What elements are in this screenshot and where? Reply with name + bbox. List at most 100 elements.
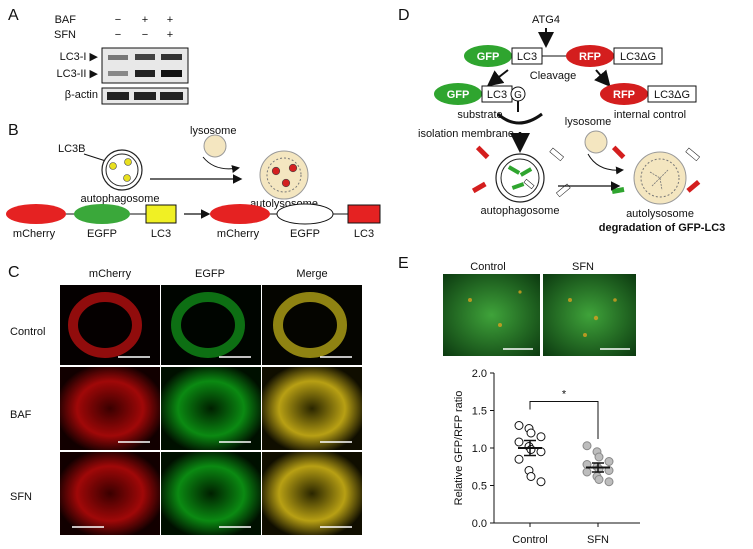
x-tick-label: SFN (587, 534, 609, 546)
rfp-domain-2 (600, 83, 648, 105)
significance-star: * (562, 389, 567, 401)
micrograph-sfn-egfp (161, 452, 261, 535)
isolation-membrane (496, 112, 543, 125)
gfp-domain (464, 45, 512, 67)
degradation-label: degradation of GFP-LC3 (599, 222, 726, 234)
data-point (514, 437, 524, 447)
e-image-control-label: Control (470, 261, 505, 273)
d-autolysosome-inner (640, 158, 680, 198)
sfn-sign-3: + (167, 29, 173, 41)
data-point (526, 445, 536, 454)
blot-band (108, 55, 128, 60)
baf-label: BAF (55, 14, 77, 26)
baf-sign-3: + (167, 14, 173, 26)
panel-d: D ATG4 GFP LC3 RFP LC3ΔG Cleavage GFP LC… (398, 7, 725, 234)
d-autophagosome-inner (500, 158, 540, 198)
lc3dg-domain-2 (647, 85, 697, 103)
mcherry-dot (271, 166, 281, 176)
mcherry-domain (210, 204, 270, 224)
lc3b-label: LC3B (58, 143, 86, 155)
y-tick-label: 0.0 (472, 518, 487, 530)
inner-fusion-proteins (507, 165, 535, 190)
chart-marks (514, 421, 614, 487)
d-lysosome (584, 130, 608, 154)
atg4-label: ATG4 (532, 14, 560, 26)
beta-actin-label: β-actin (65, 89, 98, 101)
gfp-label-2: GFP (447, 89, 470, 101)
panel-d-label: D (398, 7, 410, 24)
data-point (536, 432, 546, 442)
blot-band (135, 54, 155, 60)
lc3-ii-label: LC3-II ▶ (57, 68, 99, 80)
baf-sign-1: − (115, 14, 121, 26)
e-micrograph-control (443, 274, 540, 356)
scale-bars (72, 356, 352, 528)
mcherry-domain (6, 204, 66, 224)
gfp-rfp-chart: Relative GFP/RFP ratio 0.0 0.5 1.0 1.5 2.0 C… (453, 368, 640, 546)
gfp-domain-2 (434, 83, 482, 105)
blot-band (161, 70, 182, 77)
panel-b: B lysosome LC3B autophagosome autolysoso… (6, 122, 381, 240)
e-micrograph-sfn (543, 274, 636, 356)
egfp-domain (74, 204, 130, 224)
d-autolysosome-label: autolysosome (626, 208, 694, 220)
baf-sign-2: + (142, 14, 148, 26)
data-point (594, 475, 604, 484)
construct-lc3-label: LC3 (151, 228, 171, 240)
mcherry-dot (288, 163, 298, 173)
panel-b-label: B (8, 122, 19, 139)
cleavage-label: Cleavage (530, 70, 576, 82)
degraded-fragments (649, 169, 669, 191)
micrograph-baf-mcherry (60, 367, 160, 450)
sfn-sign-2: − (142, 29, 148, 41)
row-baf: BAF (10, 409, 32, 421)
autophagosome-inner (105, 153, 139, 187)
micrograph-sfn-merge (262, 452, 362, 535)
lysosome (203, 134, 227, 158)
g-label: G (514, 90, 522, 101)
lc3b-dot (109, 162, 117, 170)
blot-band (161, 54, 182, 60)
data-point (514, 454, 524, 464)
micrograph-sfn-mcherry (60, 452, 160, 535)
y-ticks: 0.0 0.5 1.0 1.5 2.0 (472, 368, 494, 530)
blot-band (160, 92, 183, 100)
micrograph-baf-merge (262, 367, 362, 450)
construct-egfp-label-2: EGFP (290, 228, 320, 240)
data-point (526, 472, 536, 481)
mcherry-dot (281, 178, 291, 188)
lc3-domain (347, 204, 381, 224)
construct-mcherry-label-2: mCherry (217, 228, 260, 240)
d-lysosome-arrow (587, 153, 624, 175)
panel-a: A BAF SFN − + + − − + LC3-I ▶ LC3-II ▶ β… (8, 7, 189, 105)
panel-e: E Control SFN Relative GFP/RFP ratio 0.0… (398, 255, 640, 546)
y-tick-label: 1.0 (472, 443, 487, 455)
blot-band (135, 70, 155, 77)
x-ticks: Control SFN (512, 523, 609, 546)
b-lysosome-arrow (202, 156, 240, 173)
autolysosome-inner (266, 157, 302, 193)
construct-egfp-label: EGFP (87, 228, 117, 240)
cleavage-arrow-right (594, 69, 611, 88)
sfn-label: SFN (54, 29, 76, 41)
row-control: Control (10, 326, 45, 338)
panel-e-label: E (398, 255, 409, 272)
b-autophagosome-label: autophagosome (81, 193, 160, 205)
x-tick-label: Control (512, 534, 547, 546)
internal-control-label: internal control (614, 109, 686, 121)
micrograph-baf-egfp (161, 367, 261, 450)
sfn-sign-1: − (115, 29, 121, 41)
lc3-blot (101, 47, 189, 84)
data-point (514, 421, 524, 430)
y-tick-label: 2.0 (472, 368, 487, 380)
e-puncta (468, 290, 617, 337)
egfp-quenched-domain (276, 203, 334, 225)
d-autophagosome-label: autophagosome (481, 205, 560, 217)
data-point (604, 477, 614, 487)
lc3b-dot (124, 158, 132, 166)
rfp-domain (566, 45, 614, 67)
data-point (604, 457, 614, 466)
blot-band (108, 71, 128, 76)
cleavage-arrow-left (486, 69, 509, 87)
